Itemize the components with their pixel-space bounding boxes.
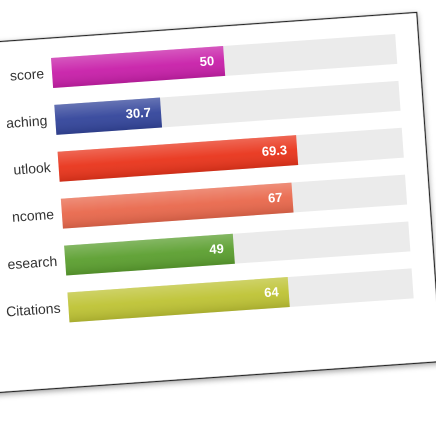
value-label: 69.3 xyxy=(261,142,287,159)
category-label: score xyxy=(9,65,44,83)
card: score 50 aching 30.7 utlook 69.3 ncome 67 esearc… xyxy=(0,11,436,398)
bar-shine xyxy=(57,135,299,182)
bar-shine xyxy=(51,46,226,88)
bar-shine xyxy=(60,182,294,229)
bar-shine xyxy=(64,233,235,276)
category-label: aching xyxy=(6,112,48,131)
bar-shine xyxy=(67,277,290,323)
category-label: utlook xyxy=(13,159,52,178)
category-label: esearch xyxy=(7,253,58,272)
category-label: ncome xyxy=(11,206,54,225)
value-label: 67 xyxy=(267,190,282,206)
category-label: Citations xyxy=(6,300,61,320)
value-label: 50 xyxy=(199,53,214,69)
value-label: 30.7 xyxy=(125,105,151,122)
value-label: 64 xyxy=(264,284,280,300)
bar-shine xyxy=(54,97,163,135)
value-label: 49 xyxy=(209,241,224,257)
